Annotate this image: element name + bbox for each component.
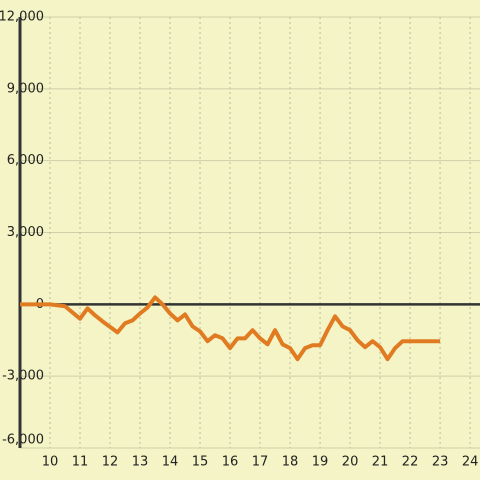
x-tick-label: 16 xyxy=(222,455,239,470)
data-line xyxy=(20,295,441,362)
x-tick-label: 15 xyxy=(192,455,209,470)
x-tick-label: 18 xyxy=(282,455,299,470)
x-tick-label: 19 xyxy=(312,455,329,470)
x-tick-label: 21 xyxy=(372,455,389,470)
x-tick-label: 23 xyxy=(432,455,449,470)
y-tick-label: 9,000 xyxy=(7,81,44,96)
y-tick-label: 6,000 xyxy=(7,153,44,168)
x-tick-label: 20 xyxy=(342,455,359,470)
x-tick-label: 13 xyxy=(132,455,149,470)
x-tick-label: 12 xyxy=(102,455,119,470)
y-tick-label: 12,000 xyxy=(0,10,44,25)
x-tick-label: 24 xyxy=(462,455,479,470)
x-tick-label: 10 xyxy=(42,455,59,470)
x-tick-label: 17 xyxy=(252,455,269,470)
x-tick-label: 11 xyxy=(72,455,89,470)
y-tick-label: -6,000 xyxy=(2,433,44,448)
x-tick-label: 14 xyxy=(162,455,179,470)
x-tick-label: 22 xyxy=(402,455,419,470)
y-tick-label: -3,000 xyxy=(2,369,44,384)
y-tick-label: 3,000 xyxy=(7,225,44,240)
